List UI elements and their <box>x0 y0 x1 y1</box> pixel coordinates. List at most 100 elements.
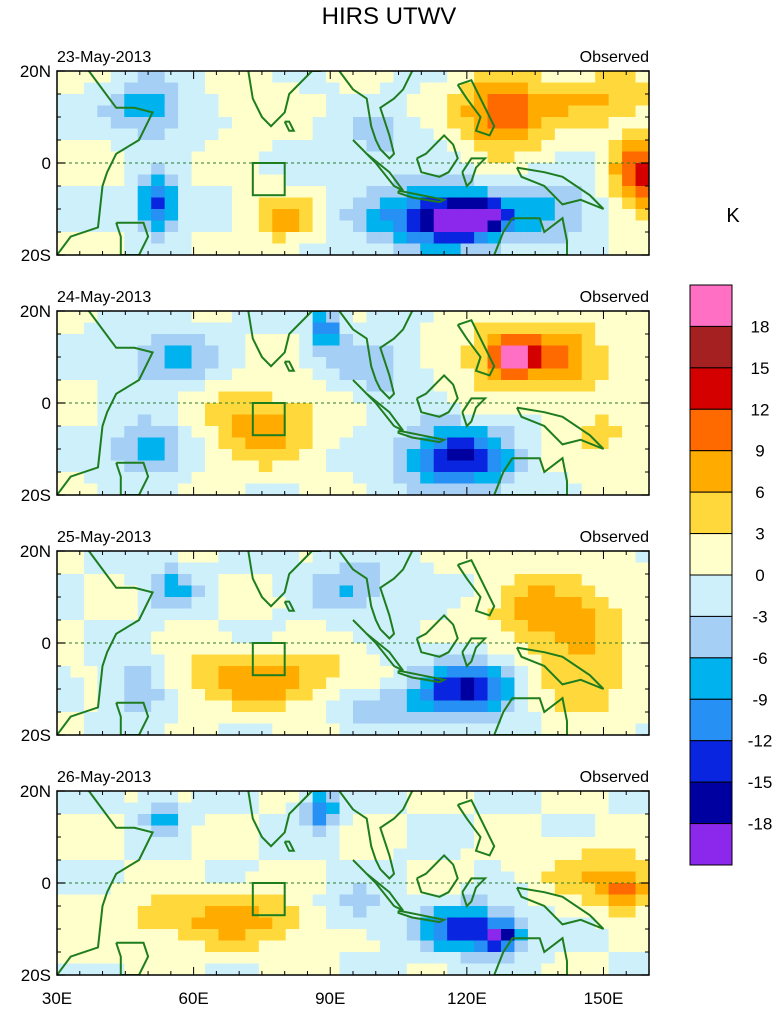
field-cell <box>124 163 139 176</box>
field-cell <box>299 322 314 335</box>
field-cell <box>258 712 273 725</box>
field-cell <box>151 334 166 347</box>
field-cell <box>312 82 327 95</box>
field-cell <box>635 551 649 564</box>
field-cell <box>433 894 448 907</box>
field-cell <box>164 186 179 199</box>
field-cell <box>110 209 125 222</box>
field-cell <box>124 82 139 95</box>
field-cell <box>151 894 166 907</box>
field-cell <box>581 105 596 118</box>
field-cell <box>406 380 421 393</box>
field-cell <box>299 105 314 118</box>
field-cell <box>622 963 637 975</box>
field-cell <box>178 585 193 598</box>
field-cell <box>258 837 273 850</box>
field-cell <box>541 825 556 838</box>
field-cell <box>595 952 610 965</box>
field-cell <box>366 472 381 485</box>
field-cell <box>218 380 233 393</box>
field-cell <box>554 574 569 587</box>
field-cell <box>164 620 179 633</box>
field-cell <box>258 940 273 953</box>
field-cell <box>272 334 287 347</box>
field-cell <box>366 963 381 975</box>
field-cell <box>178 71 193 84</box>
field-cell <box>83 917 98 930</box>
field-cell <box>581 472 596 485</box>
field-cell <box>622 426 637 439</box>
field-cell <box>137 163 152 176</box>
field-cell <box>191 585 206 598</box>
field-cell <box>406 117 421 130</box>
field-cell <box>70 117 85 130</box>
field-cell <box>433 654 448 667</box>
field-cell <box>326 871 341 884</box>
field-cell <box>622 562 637 575</box>
field-cell <box>258 608 273 621</box>
field-cell <box>299 391 314 404</box>
colorbar-box <box>689 491 733 535</box>
field-cell <box>608 105 623 118</box>
field-cell <box>339 883 354 896</box>
panel-date: 26-May-2013 <box>57 769 151 786</box>
field-cell <box>339 666 354 679</box>
field-cell <box>554 186 569 199</box>
colorbar-box <box>689 574 733 617</box>
field-cell <box>299 712 314 725</box>
field-cell <box>608 551 623 564</box>
field-cell <box>70 414 85 427</box>
field-cell <box>420 483 435 495</box>
field-cell <box>258 345 273 358</box>
field-cell <box>272 220 287 233</box>
field-cell <box>635 163 649 176</box>
field-cell <box>393 585 408 598</box>
colorbar-label: 15 <box>751 359 770 378</box>
field-cell <box>178 666 193 679</box>
field-cell <box>406 929 421 942</box>
field-cell <box>379 472 394 485</box>
field-cell <box>366 82 381 95</box>
field-cell <box>124 334 139 347</box>
field-cell <box>191 883 206 896</box>
field-cell <box>191 357 206 370</box>
field-cell <box>285 472 300 485</box>
field-cell <box>231 391 246 404</box>
field-cell <box>285 232 300 245</box>
field-cell <box>447 883 462 896</box>
field-cell <box>608 677 623 690</box>
field-cell <box>447 597 462 610</box>
field-cell <box>339 712 354 725</box>
field-cell <box>70 380 85 393</box>
field-cell <box>83 802 98 815</box>
field-cell <box>137 631 152 644</box>
field-cell <box>433 414 448 427</box>
field-cell <box>137 929 152 942</box>
field-cell <box>205 437 220 450</box>
field-cell <box>595 391 610 404</box>
field-cell <box>70 197 85 210</box>
field-cell <box>487 414 502 427</box>
field-cell <box>514 105 529 118</box>
field-cell <box>258 174 273 187</box>
field-cell <box>622 220 637 233</box>
field-cell <box>353 871 368 884</box>
field-cell <box>285 483 300 495</box>
field-cell <box>205 311 220 324</box>
field-cell <box>326 345 341 358</box>
field-cell <box>285 163 300 176</box>
field-cell <box>433 128 448 141</box>
field-cell <box>635 449 649 462</box>
field-cell <box>110 608 125 621</box>
field-cell <box>420 117 435 130</box>
field-cell <box>151 380 166 393</box>
field-cell <box>501 449 516 462</box>
field-cell <box>110 334 125 347</box>
field-cell <box>595 883 610 896</box>
field-cell <box>487 917 502 930</box>
field-cell <box>379 174 394 187</box>
field-cell <box>420 243 435 255</box>
field-cell <box>514 677 529 690</box>
field-cell <box>245 209 260 222</box>
field-cell <box>501 403 516 416</box>
